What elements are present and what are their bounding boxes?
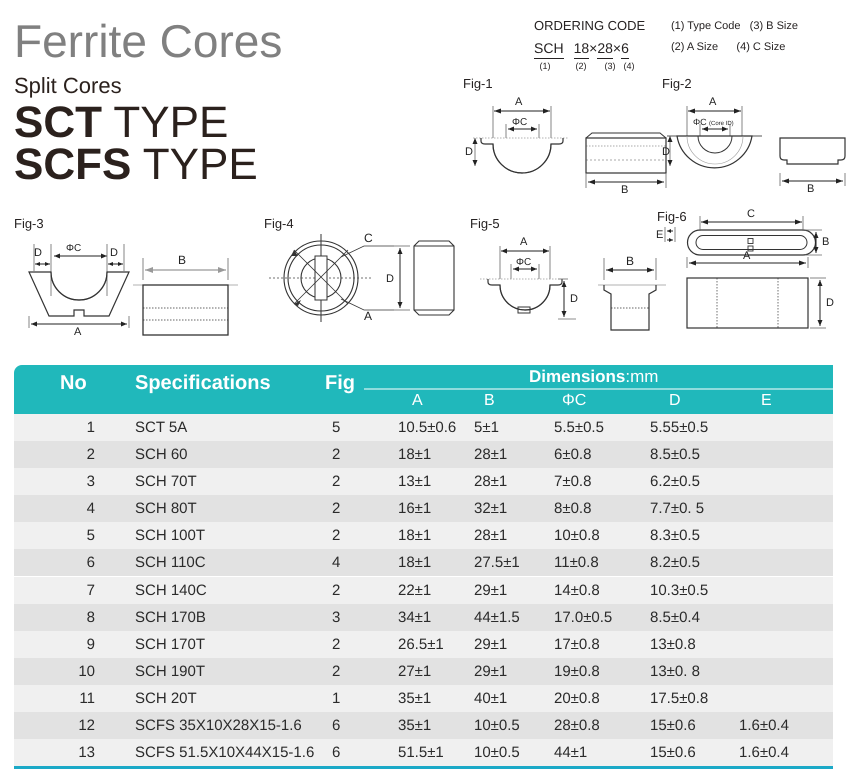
svg-text:Fig-3: Fig-3 bbox=[14, 216, 44, 231]
svg-text:ΦC: ΦC bbox=[66, 243, 81, 254]
svg-text:B: B bbox=[807, 183, 814, 193]
svg-text:D: D bbox=[662, 146, 670, 158]
svg-text:A: A bbox=[364, 309, 372, 323]
svg-text:C: C bbox=[364, 231, 373, 245]
svg-text:Fig-4: Fig-4 bbox=[264, 216, 294, 231]
svg-text:A: A bbox=[520, 236, 528, 248]
svg-text:Fig-6: Fig-6 bbox=[657, 209, 687, 224]
svg-text:A: A bbox=[515, 96, 523, 108]
svg-text:(Core ID): (Core ID) bbox=[709, 120, 734, 127]
svg-text:D: D bbox=[110, 247, 118, 259]
svg-text:Fig-2: Fig-2 bbox=[662, 78, 692, 91]
svg-text:ΦC: ΦC bbox=[512, 117, 527, 128]
svg-text:D: D bbox=[465, 146, 473, 158]
svg-text:D: D bbox=[570, 293, 578, 305]
svg-text:D: D bbox=[34, 247, 42, 259]
svg-text:Fig-1: Fig-1 bbox=[463, 78, 493, 91]
svg-text:B: B bbox=[178, 253, 186, 267]
svg-text:C: C bbox=[747, 208, 755, 220]
svg-text:ΦC: ΦC bbox=[693, 117, 707, 127]
svg-text:Fig-5: Fig-5 bbox=[470, 216, 500, 231]
svg-text:A: A bbox=[709, 96, 717, 108]
svg-text:E: E bbox=[656, 229, 663, 241]
svg-text:A: A bbox=[743, 250, 751, 262]
svg-text:D: D bbox=[826, 297, 834, 309]
svg-text:ΦC: ΦC bbox=[516, 257, 531, 268]
svg-text:D: D bbox=[386, 273, 394, 285]
svg-text:B: B bbox=[822, 236, 829, 248]
svg-text:A: A bbox=[74, 326, 82, 336]
svg-text:B: B bbox=[621, 184, 628, 193]
